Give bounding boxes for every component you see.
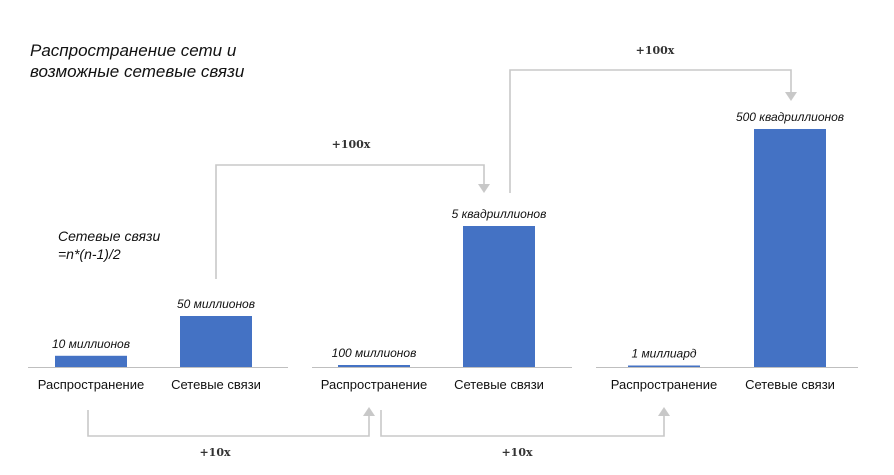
data-label: 10 миллионов xyxy=(52,337,130,351)
arrow-head xyxy=(363,407,375,416)
x-tick-label: Сетевые связи xyxy=(454,377,544,392)
title-line-1: Распространение сети и xyxy=(30,41,237,60)
arrow-head xyxy=(785,92,797,101)
multiplier-label: +100x xyxy=(332,138,371,151)
formula-note: Сетевые связи =n*(n-1)/2 xyxy=(58,227,218,263)
multiplier-label: +10x xyxy=(501,446,533,459)
growth-arrow-bottom-2 xyxy=(380,410,665,437)
x-tick-label: Распространение xyxy=(321,377,427,392)
x-tick-label: Распространение xyxy=(38,377,144,392)
growth-arrow-bottom-1 xyxy=(87,410,370,437)
multiplier-label: +100x xyxy=(636,44,675,57)
x-tick-label: Распространение xyxy=(611,377,717,392)
bar xyxy=(628,365,700,367)
growth-arrow-top-1 xyxy=(215,164,485,279)
formula-line-1: Сетевые связи xyxy=(58,228,161,244)
formula-line-2: =n*(n-1)/2 xyxy=(58,246,121,262)
x-tick-label: Сетевые связи xyxy=(745,377,835,392)
title-line-2: возможные сетевые связи xyxy=(30,62,245,81)
data-label: 100 миллионов xyxy=(332,346,417,360)
x-tick-label: Сетевые связи xyxy=(171,377,261,392)
bar xyxy=(338,365,410,367)
data-label: 500 квадриллионов xyxy=(736,110,844,124)
arrow-head xyxy=(658,407,670,416)
growth-arrow-top-2 xyxy=(509,69,792,193)
data-label: 5 квадриллионов xyxy=(452,207,547,221)
bar xyxy=(754,129,826,367)
multiplier-label: +10x xyxy=(199,446,231,459)
arrow-head xyxy=(478,184,490,193)
chart-title: Распространение сети и возможные сетевые… xyxy=(30,40,330,82)
data-label: 1 миллиард xyxy=(631,347,696,361)
bar xyxy=(463,226,535,367)
bar xyxy=(180,316,252,367)
bar xyxy=(55,355,127,367)
data-label: 50 миллионов xyxy=(177,297,255,311)
